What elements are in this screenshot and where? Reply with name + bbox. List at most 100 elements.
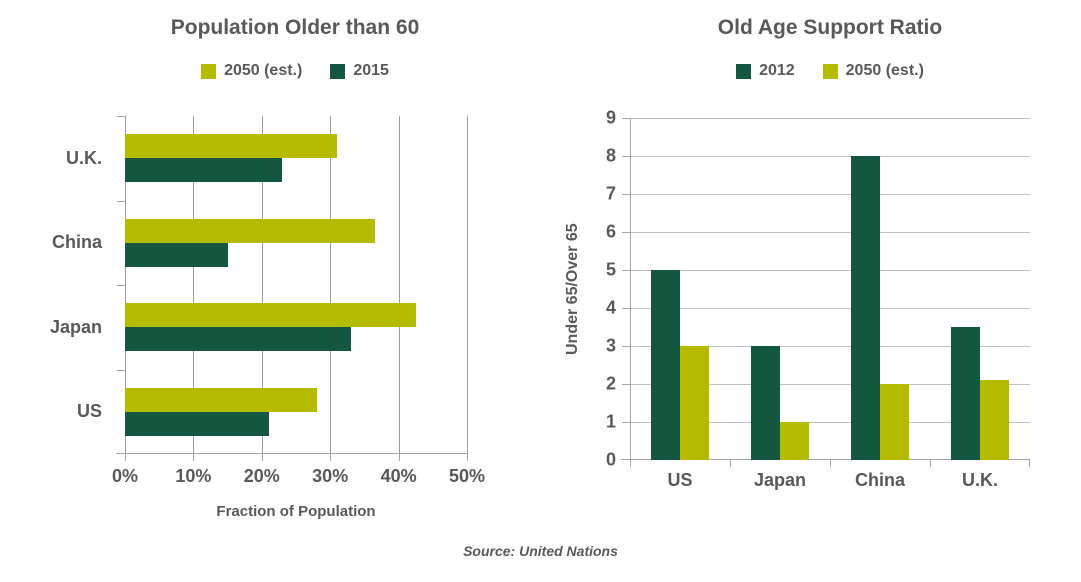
y-tick-label-9: 9 [605, 107, 616, 128]
x-tick-label-10: 10% [175, 466, 212, 486]
tick-mark [622, 118, 630, 119]
category-label-china: China [854, 470, 905, 490]
y-tick-label-2: 2 [605, 373, 616, 394]
x-tick-label-20: 20% [243, 466, 280, 486]
bar-group-u-k [125, 116, 467, 201]
bar-2050-est-japan [125, 303, 416, 328]
x-axis-line [621, 459, 1030, 460]
bar-rows [125, 116, 467, 454]
gridline [261, 116, 263, 454]
bar-2012-u-k [951, 327, 980, 460]
gridline [630, 346, 1030, 347]
tick-mark [117, 453, 125, 454]
tick-mark [330, 454, 332, 461]
tick-mark [930, 460, 931, 467]
y-tick-label-1: 1 [605, 411, 616, 432]
category-label-u-k: U.K. [962, 470, 998, 490]
gridline [193, 116, 195, 454]
tick-mark [398, 454, 400, 461]
x-axis-title-left-chart: Fraction of Population [216, 503, 376, 520]
bar-2050-est-china [880, 384, 909, 460]
bar-group-us [125, 370, 467, 455]
legend-swatch-2015 [330, 63, 346, 79]
gridline [125, 116, 126, 454]
category-label-us: US [76, 401, 102, 422]
tick-mark [622, 345, 630, 347]
y-tick-label-8: 8 [605, 145, 616, 166]
x-tick-label-40: 40% [380, 466, 417, 486]
plot-area-old-age-support-ratio [621, 118, 1030, 467]
tick-mark [117, 285, 125, 286]
tick-mark [622, 269, 630, 271]
tick-mark [622, 231, 630, 233]
legend-swatch-2050-est [822, 63, 838, 79]
category-label-china: China [51, 232, 102, 253]
bar-group-china [830, 118, 930, 460]
legend-item-2050-est: 2050 (est.) [201, 62, 302, 80]
tick-mark [261, 454, 263, 461]
legend-item-2015: 2015 [330, 62, 389, 80]
y-tick-label-0: 0 [605, 449, 616, 470]
legend-item-2012: 2012 [736, 62, 795, 80]
x-axis-line [116, 453, 467, 454]
bar-2015-japan [125, 327, 351, 352]
bar-2015-u-k [125, 158, 283, 183]
bar-2012-us [651, 270, 680, 460]
y-tick-label-6: 6 [605, 221, 616, 242]
tick-mark [1029, 460, 1030, 467]
tick-mark [622, 155, 630, 157]
legend-label-2012: 2012 [759, 62, 795, 79]
bar-2015-china [125, 242, 228, 267]
gridline [467, 116, 468, 454]
tick-mark [117, 200, 125, 202]
legend-label-2050-est: 2050 (est.) [224, 62, 303, 79]
legend-swatch-2012 [736, 63, 752, 79]
bar-group-u-k [930, 118, 1030, 460]
legend-label-2015: 2015 [353, 62, 389, 79]
legend-swatch-2050-est [201, 63, 217, 79]
legend-old-age-support-ratio: 2012 2050 (est.) [610, 62, 1050, 80]
tick-mark [622, 384, 630, 385]
tick-mark [117, 116, 125, 117]
tick-mark [125, 454, 126, 461]
tick-mark [467, 454, 468, 461]
category-label-japan: Japan [753, 470, 807, 490]
bar-group-japan [125, 285, 467, 370]
bar-2050-est-us [680, 346, 709, 460]
x-tick-label-30: 30% [312, 466, 349, 486]
gridline [330, 116, 332, 454]
y-tick-label-3: 3 [605, 335, 616, 356]
bar-2050-est-u-k [980, 380, 1009, 460]
bar-2012-china [851, 156, 880, 460]
tick-mark [117, 369, 125, 371]
gridline [630, 308, 1030, 309]
gridline [630, 232, 1030, 233]
category-label-u-k: U.K. [66, 147, 102, 168]
source-note: Source: United Nations [463, 543, 618, 559]
bar-group-japan [730, 118, 830, 460]
x-tick-label-50: 50% [448, 466, 486, 486]
tick-mark [622, 421, 630, 423]
y-tick-label-5: 5 [605, 259, 616, 280]
bar-2012-japan [751, 346, 780, 460]
tick-mark [630, 460, 631, 467]
y-axis-line [630, 118, 631, 460]
chart-title-population-older-60: Population Older than 60 [170, 16, 420, 39]
gridline [630, 421, 1030, 423]
chart-title-old-age-support-ratio: Old Age Support Ratio [717, 16, 943, 39]
bar-group-us [630, 118, 730, 460]
bar-2050-est-u-k [125, 134, 338, 159]
gridline [398, 116, 400, 454]
tick-mark [830, 460, 831, 467]
gridline [630, 118, 1030, 119]
tick-mark [622, 193, 630, 195]
category-label-us: US [667, 470, 693, 490]
bar-group-china [125, 201, 467, 286]
tick-mark [622, 308, 630, 309]
x-tick-label-0: 0% [111, 466, 139, 486]
gridline [630, 193, 1030, 195]
bar-2015-us [125, 411, 269, 436]
legend-item-2050-est: 2050 (est.) [822, 62, 924, 80]
y-axis-title-right-chart: Under 65/Over 65 [564, 223, 581, 355]
